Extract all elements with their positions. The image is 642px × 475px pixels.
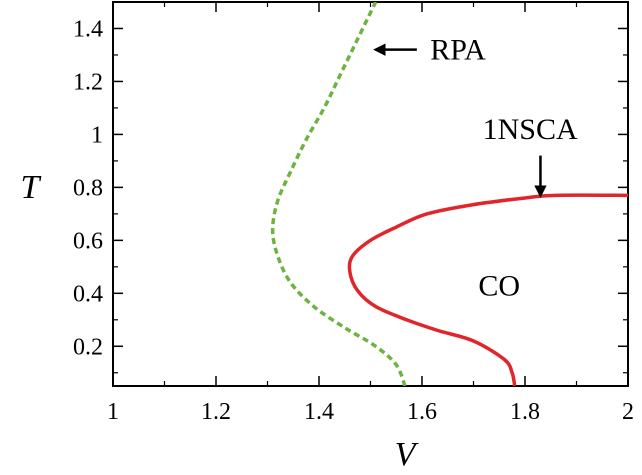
x-tick-label: 1.8	[510, 399, 540, 425]
series-layer	[270, 2, 628, 386]
x-axis-title: V	[395, 436, 420, 473]
y-axis-title: T	[21, 169, 42, 206]
annotation-co: CO	[478, 269, 520, 302]
x-tick-label: 2	[622, 399, 634, 425]
y-tick-label: 0.6	[73, 228, 103, 254]
x-tick-label: 1	[107, 399, 119, 425]
x-tick-label: 1.2	[201, 399, 231, 425]
y-tick-label: 1.2	[73, 69, 103, 95]
x-tick-label: 1.4	[304, 399, 334, 425]
series-line-rpa	[270, 2, 407, 386]
x-tick-label: 1.6	[407, 399, 437, 425]
annotation-rpa: RPA	[430, 34, 486, 67]
y-tick-label: 0.8	[73, 175, 103, 201]
ticks-layer	[112, 1, 629, 386]
series-line-1nsca	[347, 193, 628, 386]
y-tick-label: 1.4	[73, 16, 103, 42]
y-tick-label: 1	[91, 122, 103, 148]
y-tick-label: 0.2	[73, 334, 103, 360]
annotation-1nsca: 1NSCA	[483, 113, 578, 146]
y-tick-label: 0.4	[73, 281, 103, 307]
annot-layer: RPA 1NSCA CO	[373, 34, 578, 302]
labels-layer: 1 1.2 1.4 1.6 1.8 2 0.2 0.4 0.6 0.8 1 1.2 1.4	[73, 16, 634, 425]
